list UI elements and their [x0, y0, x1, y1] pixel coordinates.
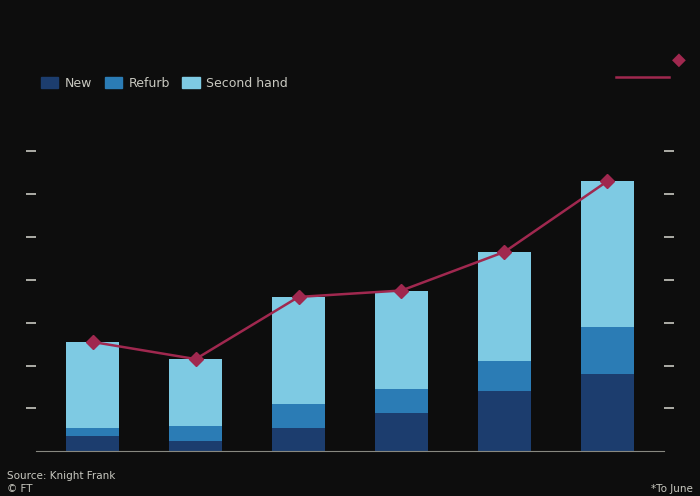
Text: Source: Knight Frank: Source: Knight Frank	[7, 471, 116, 481]
Bar	[272, 428, 326, 451]
Bar	[169, 440, 223, 451]
Bar	[272, 297, 326, 404]
Bar	[374, 413, 428, 451]
Bar	[66, 428, 120, 436]
Text: ◆: ◆	[672, 51, 686, 68]
Legend: New, Refurb, Second hand: New, Refurb, Second hand	[36, 72, 293, 95]
Bar	[580, 374, 634, 451]
Bar	[374, 389, 428, 413]
Bar	[169, 426, 223, 440]
Bar	[580, 327, 634, 374]
Bar	[477, 391, 531, 451]
Bar	[66, 436, 120, 451]
Bar	[374, 291, 428, 389]
Bar	[580, 181, 634, 327]
Bar	[169, 359, 223, 426]
Bar	[272, 404, 326, 428]
Text: *To June: *To June	[651, 484, 693, 494]
Text: © FT: © FT	[7, 484, 32, 494]
Bar	[477, 361, 531, 391]
Bar	[66, 342, 120, 428]
Bar	[477, 252, 531, 361]
